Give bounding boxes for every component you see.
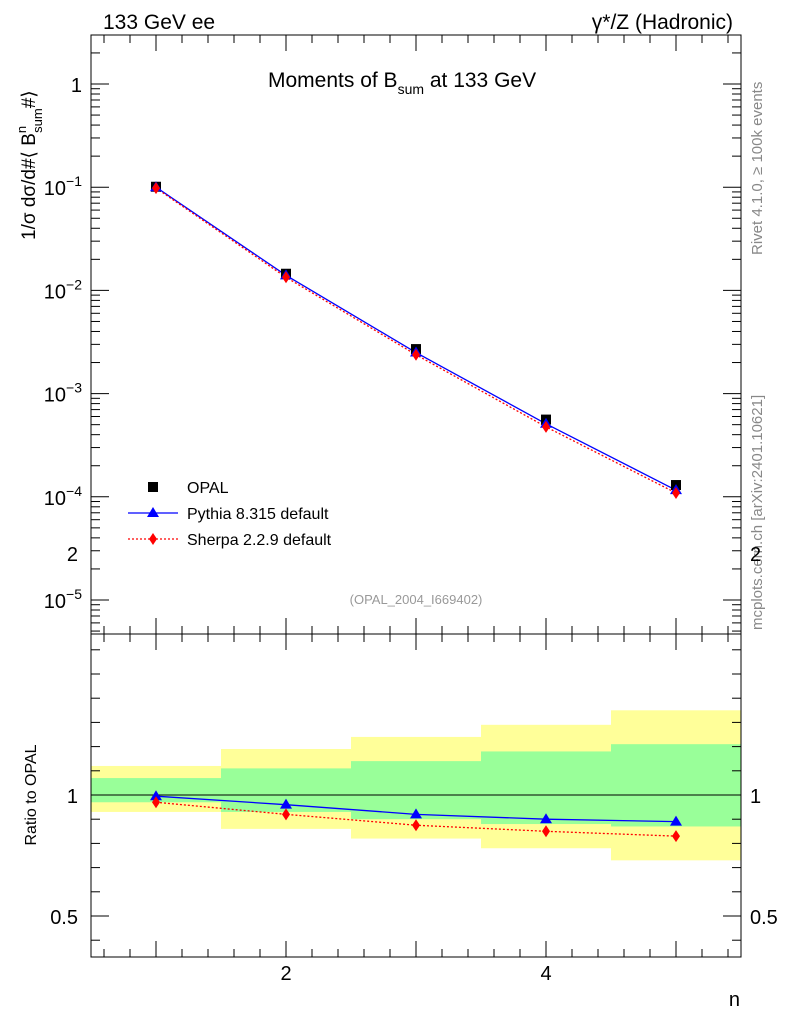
mcplots-label: mcplots.cern.ch [arXiv:2401.10621] <box>749 395 766 630</box>
main-marker-diamond <box>542 420 550 433</box>
ratio-marker-diamond <box>282 808 290 821</box>
main-y-axis-label: 1/σ dσ/d#⟨ Bnsum#⟩ <box>14 90 45 240</box>
main-markers <box>150 181 682 499</box>
ratio-band-inner <box>611 744 741 827</box>
x-axis-label: n <box>729 989 740 1011</box>
ratio-markers <box>150 790 682 843</box>
legend-marker-square <box>148 482 158 492</box>
main-series-lines <box>155 186 677 494</box>
main-marker-diamond <box>282 271 290 284</box>
legend-label-sherpa: Sherpa 2.2.9 default <box>187 532 332 549</box>
ratio-marker-triangle <box>410 808 422 819</box>
ratio-y-tick-label-left: 0.5 <box>50 907 78 929</box>
legend-label-pythia: Pythia 8.315 default <box>187 506 329 523</box>
x-tick-label: 4 <box>540 963 551 985</box>
analysis-id-annotation: (OPAL_2004_I669402) <box>350 592 483 607</box>
main-line-sherpa <box>155 187 677 494</box>
main-line-pythia <box>155 186 677 491</box>
ratio-marker-triangle <box>150 790 162 801</box>
y-tick-label: 10−1 <box>44 173 82 200</box>
main-marker-diamond <box>152 182 160 195</box>
ratio-y-tick-label-left: 2 <box>67 544 78 566</box>
chart-title: Moments of Bsum at 133 GeV <box>268 69 536 97</box>
ratio-y-tick-label-left: 1 <box>67 786 78 808</box>
ratio-marker-triangle <box>280 798 292 809</box>
legend-marker-triangle <box>147 507 159 517</box>
legend-label-opal: OPAL <box>187 480 229 497</box>
ratio-marker-diamond <box>542 825 550 838</box>
header-left: 133 GeV ee <box>103 11 215 34</box>
axes: 2 4 1 10−1 10−2 10−3 10−4 10−5 0.5 0.5 1 1 2 2 <box>44 34 778 985</box>
ratio-y-tick-label-right: 0.5 <box>750 907 778 929</box>
ratio-marker-diamond <box>412 819 420 832</box>
main-marker-diamond <box>672 486 680 499</box>
ratio-band-inner <box>481 751 611 825</box>
ratio-y-tick-label-right: 2 <box>750 544 761 566</box>
y-tick-label: 10−2 <box>44 276 82 303</box>
ratio-marker-diamond <box>152 796 160 809</box>
rivet-label: Rivet 4.1.0, ≥ 100k events <box>749 82 766 255</box>
y-tick-label: 10−3 <box>44 380 82 407</box>
ratio-marker-triangle <box>670 815 682 826</box>
y-tick-label: 10−5 <box>44 586 82 613</box>
ratio-y-axis-label: Ratio to OPAL <box>23 744 40 845</box>
y-tick-label: 10−4 <box>44 483 82 510</box>
header-right: γ*/Z (Hadronic) <box>592 11 733 34</box>
legend-marker-diamond <box>149 533 157 545</box>
ratio-error-bands <box>91 710 741 861</box>
main-marker-diamond <box>412 348 420 361</box>
x-tick-label: 2 <box>280 963 291 985</box>
y-tick-label: 1 <box>71 75 82 97</box>
ratio-marker-triangle <box>540 813 552 824</box>
ratio-marker-diamond <box>672 830 680 843</box>
legend: OPAL Pythia 8.315 default Sherpa 2.2.9 def… <box>128 480 332 549</box>
ratio-y-tick-label-right: 1 <box>750 786 761 808</box>
